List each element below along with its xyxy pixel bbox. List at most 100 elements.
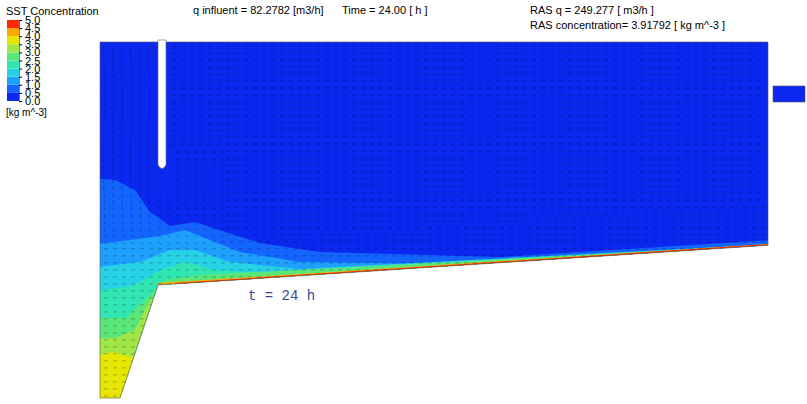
velocity-vector xyxy=(586,59,590,60)
velocity-vector xyxy=(271,80,275,81)
velocity-vector xyxy=(131,318,135,319)
velocity-vector xyxy=(374,248,378,249)
velocity-vector xyxy=(532,129,536,130)
velocity-vector xyxy=(121,144,123,148)
velocity-vector xyxy=(253,137,257,138)
velocity-vector xyxy=(343,171,347,172)
velocity-vector xyxy=(532,213,536,214)
velocity-vector xyxy=(388,207,392,208)
velocity-vector xyxy=(361,74,365,75)
velocity-vector xyxy=(334,199,338,200)
velocity-vector xyxy=(334,136,338,137)
velocity-vector xyxy=(505,102,509,103)
velocity-vector xyxy=(130,158,131,162)
velocity-vector xyxy=(514,52,518,53)
velocity-vector xyxy=(550,213,554,214)
velocity-vector xyxy=(181,102,185,104)
velocity-vector xyxy=(131,67,132,71)
velocity-vector xyxy=(271,94,275,95)
velocity-vector xyxy=(329,269,333,270)
velocity-vector xyxy=(334,213,338,214)
velocity-vector xyxy=(523,122,527,123)
velocity-vector xyxy=(130,130,131,134)
velocity-vector xyxy=(185,262,189,263)
velocity-vector xyxy=(131,214,132,218)
velocity-vector xyxy=(343,66,347,67)
velocity-vector xyxy=(271,171,275,172)
velocity-vector xyxy=(262,157,266,158)
velocity-vector xyxy=(257,269,261,270)
velocity-vector xyxy=(464,234,468,235)
velocity-vector xyxy=(257,241,261,242)
velocity-vector xyxy=(113,367,117,368)
velocity-vector xyxy=(442,186,446,188)
velocity-vector xyxy=(406,74,410,76)
velocity-vector xyxy=(469,151,473,153)
velocity-vector xyxy=(559,143,563,144)
velocity-vector xyxy=(635,213,639,214)
velocity-vector xyxy=(113,395,117,396)
velocity-vector xyxy=(590,248,594,249)
velocity-vector xyxy=(433,60,437,62)
velocity-vector xyxy=(478,214,482,215)
velocity-vector xyxy=(428,241,432,242)
velocity-vector xyxy=(379,172,383,173)
velocity-vector xyxy=(104,200,106,204)
velocity-vector xyxy=(415,214,419,216)
velocity-vector xyxy=(343,150,347,151)
velocity-vector xyxy=(253,221,257,222)
velocity-vector xyxy=(262,122,266,123)
velocity-vector xyxy=(586,94,590,95)
velocity-vector xyxy=(572,227,576,228)
velocity-vector xyxy=(599,234,603,235)
velocity-vector xyxy=(608,234,612,235)
velocity-vector xyxy=(442,46,446,48)
velocity-vector xyxy=(617,234,621,235)
velocity-vector xyxy=(343,94,347,95)
velocity-vector xyxy=(113,235,116,237)
velocity-vector xyxy=(352,94,356,95)
velocity-vector xyxy=(226,116,230,118)
velocity-vector xyxy=(631,74,635,75)
velocity-vector xyxy=(140,290,144,291)
velocity-vector xyxy=(121,151,122,155)
velocity-vector xyxy=(298,171,302,172)
velocity-vector xyxy=(311,241,315,242)
velocity-vector xyxy=(316,157,320,158)
velocity-vector xyxy=(406,116,410,118)
velocity-vector xyxy=(631,207,635,208)
velocity-vector xyxy=(568,164,572,165)
velocity-vector xyxy=(559,199,563,200)
velocity-vector xyxy=(307,115,311,116)
velocity-vector xyxy=(478,221,482,222)
velocity-vector xyxy=(379,165,383,166)
velocity-vector xyxy=(122,283,126,284)
velocity-vector xyxy=(194,276,198,277)
velocity-vector xyxy=(176,214,179,216)
velocity-vector xyxy=(595,115,599,116)
velocity-vector xyxy=(365,234,369,235)
velocity-vector xyxy=(550,73,554,74)
velocity-vector xyxy=(518,241,522,242)
velocity-vector xyxy=(113,290,117,291)
velocity-vector xyxy=(221,165,224,167)
velocity-vector xyxy=(122,67,123,71)
velocity-vector xyxy=(352,150,356,151)
velocity-vector xyxy=(541,129,545,130)
velocity-vector xyxy=(130,46,132,50)
velocity-vector xyxy=(451,67,455,69)
velocity-vector xyxy=(604,80,608,81)
velocity-vector xyxy=(112,53,114,57)
velocity-vector xyxy=(617,227,621,228)
velocity-vector xyxy=(397,88,401,90)
velocity-vector xyxy=(244,109,248,110)
velocity-vector xyxy=(599,248,603,249)
velocity-vector xyxy=(176,158,179,160)
velocity-vector xyxy=(604,136,608,137)
velocity-vector xyxy=(217,46,221,48)
velocity-vector xyxy=(347,248,351,249)
velocity-vector xyxy=(226,130,230,132)
velocity-vector xyxy=(221,186,224,188)
velocity-vector xyxy=(608,248,612,249)
velocity-vector xyxy=(104,235,107,237)
